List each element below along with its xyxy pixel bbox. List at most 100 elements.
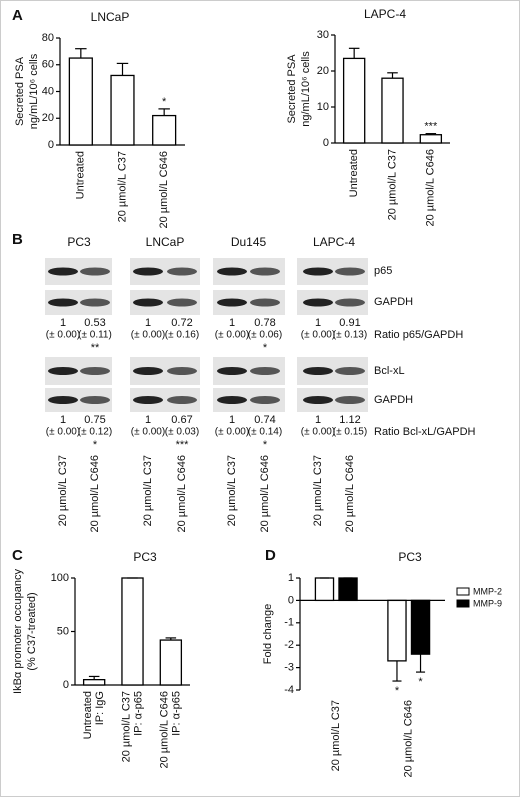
ratio-value: 0.91 — [339, 317, 360, 329]
bar — [342, 57, 366, 144]
significance: * — [418, 676, 423, 688]
y-tick-label: 30 — [317, 29, 329, 41]
ratio-value: 1 — [315, 414, 321, 426]
blot-band — [80, 267, 110, 276]
bar — [387, 599, 407, 662]
ratio-value: 1 — [60, 317, 66, 329]
blot-band — [303, 367, 333, 375]
ratio-sd: (± 0.13) — [333, 330, 367, 341]
ratio-value: 0.78 — [254, 317, 275, 329]
y-tick-label: 1 — [288, 572, 294, 584]
y-tick-label: 0 — [288, 594, 294, 606]
blot-band — [48, 367, 78, 375]
blot-band — [250, 298, 280, 307]
blot-band — [335, 298, 365, 307]
row-label: Ratio p65/GAPDH — [374, 329, 463, 341]
ratio-sd: (± 0.00) — [215, 427, 249, 438]
ratio-sd: (± 0.06) — [248, 330, 282, 341]
row-label: Bcl-xL — [374, 365, 405, 377]
blot-band — [217, 367, 247, 375]
significance: *** — [424, 121, 438, 133]
ratio-sd: (± 0.15) — [333, 427, 367, 438]
y-tick-label: -3 — [284, 662, 294, 674]
ratio-sd: (± 0.12) — [78, 427, 112, 438]
row-label: Ratio Bcl-xL/GAPDH — [374, 426, 476, 438]
ratio-value: 1 — [60, 414, 66, 426]
bar — [82, 679, 106, 686]
blot-band — [217, 396, 247, 404]
significance: * — [263, 439, 268, 451]
y-tick-label: -1 — [284, 617, 294, 629]
x-tick-label: Untreated — [75, 151, 87, 199]
blot-band — [80, 396, 110, 404]
lane-label: 20 µmol/L C37 — [312, 455, 324, 526]
blot-band — [167, 396, 197, 404]
bar — [381, 77, 404, 144]
ratio-value: 0.67 — [171, 414, 192, 426]
ratio-value: 1 — [229, 414, 235, 426]
ratio-sd: (± 0.00) — [46, 427, 80, 438]
ratio-value: 1.12 — [339, 414, 360, 426]
y-axis-label: Secreted PSA — [286, 54, 298, 124]
cell-line: LNCaP — [146, 235, 185, 249]
y-tick-label: 80 — [42, 32, 54, 44]
chart-title: LAPC-4 — [364, 7, 406, 21]
blot-band — [80, 298, 110, 307]
blot-band — [250, 267, 280, 276]
blot-band — [303, 298, 333, 307]
blot-band — [217, 267, 247, 276]
y-tick-label: 0 — [48, 139, 54, 151]
lane-label: 20 µmol/L C646 — [89, 455, 101, 532]
row-label: GAPDH — [374, 296, 413, 308]
legend-label: MMP-9 — [473, 598, 502, 608]
x-tick-label: Untreated — [82, 691, 94, 739]
lane-label: 20 µmol/L C37 — [142, 455, 154, 526]
x-tick-label: Untreated — [348, 149, 360, 197]
significance: * — [93, 439, 98, 451]
bar — [152, 114, 177, 146]
blot-band — [133, 298, 163, 307]
cell-line: LAPC-4 — [313, 235, 355, 249]
chart-title: LNCaP — [91, 10, 130, 24]
legend-swatch — [456, 599, 470, 608]
legend-label: MMP-2 — [473, 586, 502, 596]
blot-band — [48, 298, 78, 307]
y-axis-label: Secreted PSA — [14, 56, 26, 126]
cell-line: Du145 — [231, 235, 267, 249]
x-tick-label: 20 µmol/L C646 — [425, 149, 437, 226]
blot-band — [133, 367, 163, 375]
blot-band — [133, 267, 163, 276]
y-tick-label: 50 — [57, 625, 69, 637]
significance: * — [263, 342, 268, 354]
lane-label: 20 µmol/L C646 — [344, 455, 356, 532]
bar — [110, 74, 135, 146]
lane-label: 20 µmol/L C646 — [176, 455, 188, 532]
x-tick-label: 20 µmol/L C37 — [330, 700, 342, 771]
blot-band — [217, 298, 247, 307]
blot-band — [48, 267, 78, 276]
y-tick-label: 0 — [63, 679, 69, 691]
row-label: p65 — [374, 265, 392, 277]
blot-band — [167, 298, 197, 307]
y-axis-label: Fold change — [262, 604, 274, 665]
lane-label: 20 µmol/L C646 — [259, 455, 271, 532]
y-tick-label: 100 — [51, 572, 69, 584]
ratio-sd: (± 0.00) — [301, 330, 335, 341]
ratio-value: 1 — [229, 317, 235, 329]
ratio-sd: (± 0.00) — [131, 330, 165, 341]
ratio-sd: (± 0.03) — [165, 427, 199, 438]
blot-band — [250, 367, 280, 375]
panel-letter: A — [12, 7, 23, 24]
x-tick-label: 20 µmol/L C37 — [120, 691, 132, 762]
blot-band — [80, 367, 110, 375]
bar — [68, 57, 93, 146]
blot-band — [303, 396, 333, 404]
y-axis-label: (% C37-treated) — [26, 592, 38, 670]
row-label: GAPDH — [374, 394, 413, 406]
ratio-value: 0.74 — [254, 414, 275, 426]
bar — [419, 134, 443, 144]
ratio-sd: (± 0.00) — [131, 427, 165, 438]
ratio-sd: (± 0.16) — [165, 330, 199, 341]
y-tick-label: 10 — [317, 101, 329, 113]
